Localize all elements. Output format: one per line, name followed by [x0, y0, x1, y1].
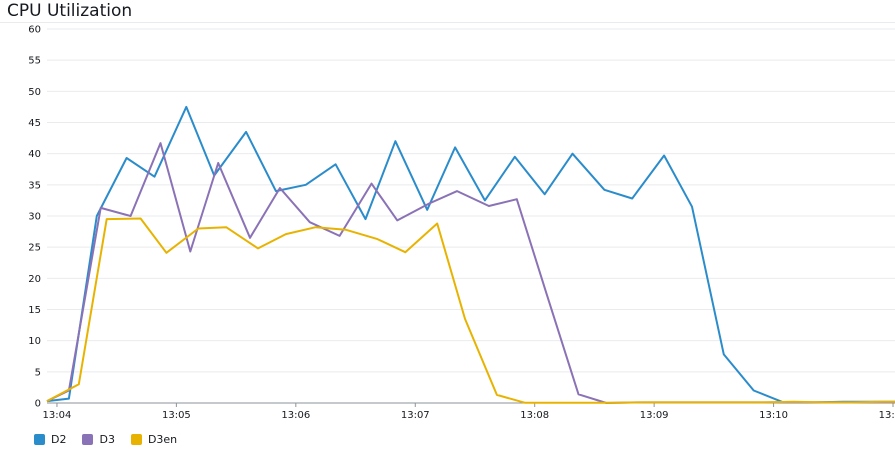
legend-swatch: [34, 434, 45, 445]
series-line-d2: [46, 105, 895, 404]
legend-item-d2[interactable]: D2: [34, 433, 66, 446]
y-tick-label: 15: [28, 305, 41, 316]
x-tick-label: 13:07: [401, 410, 430, 421]
legend-label: D3en: [147, 433, 178, 446]
y-tick-label: 55: [28, 56, 41, 67]
chart-title: CPU Utilization: [7, 1, 133, 21]
y-tick-label: 25: [28, 243, 41, 254]
x-tick-label: 13:10: [759, 410, 788, 421]
series-line-d3: [46, 142, 895, 404]
x-tick-label: 13:04: [43, 410, 72, 421]
legend-swatch: [130, 434, 142, 445]
y-tick-label: 0: [35, 399, 41, 410]
y-tick-label: 60: [28, 25, 41, 36]
x-tick-label: 13:05: [162, 410, 191, 421]
y-tick-label: 5: [35, 367, 41, 378]
y-tick-label: 50: [28, 87, 41, 98]
cpu-utilization-chart: 0 5 10 15 20 25 30 35 40 45 50 55 60 13:04 13:05 13:06 1…: [28, 25, 895, 421]
title-divider: [0, 22, 895, 23]
legend-item-d3en[interactable]: D3en: [130, 433, 178, 446]
y-tick-label: 45: [28, 118, 41, 129]
y-tick-label: 40: [28, 149, 41, 160]
legend-swatch: [82, 434, 94, 445]
x-tick-label: 13:06: [281, 410, 310, 421]
legend-item-d3[interactable]: D3: [82, 433, 115, 446]
y-tick-label: 35: [28, 180, 41, 191]
y-tick-label: 30: [28, 212, 41, 223]
x-tick-label: 13:11: [879, 410, 895, 421]
legend: D2 D3 D3en: [34, 433, 177, 446]
y-tick-label: 10: [28, 336, 41, 347]
x-tick-label: 13:08: [520, 410, 549, 421]
series-line-d3en: [46, 217, 895, 404]
y-tick-label: 20: [28, 274, 41, 285]
x-tick-label: 13:09: [640, 410, 669, 421]
legend-label: D2: [51, 433, 67, 446]
legend-label: D3: [99, 433, 115, 446]
